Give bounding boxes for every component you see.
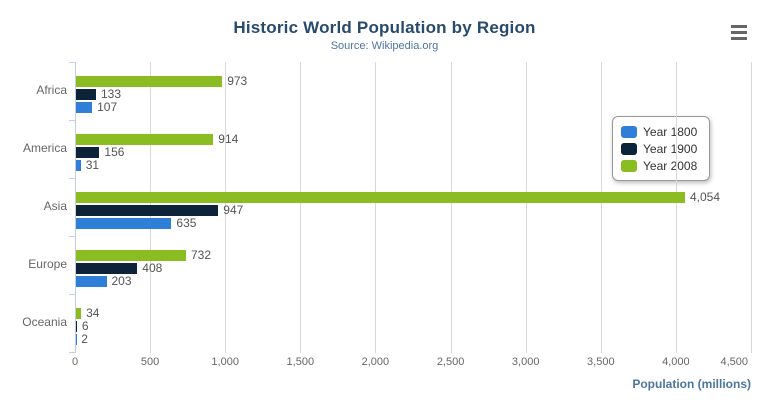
x-tick-label: 0 bbox=[71, 356, 79, 368]
export-menu-button[interactable] bbox=[727, 21, 751, 43]
bar-america-year-2008[interactable] bbox=[76, 134, 214, 145]
x-tick-label: 3,000 bbox=[511, 356, 540, 368]
category-axis-tick bbox=[69, 294, 75, 295]
legend-symbol bbox=[621, 159, 637, 172]
x-tick-label: 2,500 bbox=[436, 356, 465, 368]
category-label: Europe bbox=[28, 257, 67, 271]
category-label: America bbox=[22, 141, 67, 155]
bar-value-label: 31 bbox=[85, 158, 100, 172]
legend-item-year-1900[interactable]: Year 1900 bbox=[621, 140, 697, 157]
bar-africa-year-1900[interactable] bbox=[76, 89, 96, 100]
x-gridline bbox=[450, 62, 452, 353]
bar-value-label: 947 bbox=[223, 203, 244, 217]
bar-value-label: 133 bbox=[101, 87, 122, 101]
x-tick-label: 4,500 bbox=[720, 356, 748, 368]
x-tick-label: 500 bbox=[140, 356, 160, 368]
bar-value-label: 2 bbox=[81, 332, 88, 346]
x-gridline bbox=[675, 62, 677, 353]
legend-item-label: Year 1800 bbox=[643, 124, 698, 139]
legend: Year 1800 Year 1900 Year 2008 bbox=[612, 116, 711, 181]
category-label: Oceania bbox=[22, 315, 67, 329]
category-label: Africa bbox=[36, 83, 67, 97]
bar-asia-year-1800[interactable] bbox=[76, 218, 172, 229]
bar-value-label: 34 bbox=[86, 306, 100, 320]
legend-item-year-2008[interactable]: Year 2008 bbox=[621, 157, 697, 174]
x-tick-label: 3,500 bbox=[587, 356, 615, 368]
bar-value-label: 914 bbox=[218, 132, 239, 146]
x-tick-label: 1,000 bbox=[211, 356, 239, 368]
bar-oceania-year-1900[interactable] bbox=[76, 321, 77, 332]
bar-oceania-year-2008[interactable] bbox=[76, 308, 82, 319]
bar-asia-year-2008[interactable] bbox=[76, 192, 685, 203]
x-gridline bbox=[600, 62, 602, 353]
x-gridline bbox=[751, 62, 752, 353]
chart-subtitle: Source: Wikipedia.org bbox=[330, 40, 439, 52]
hamburger-icon bbox=[731, 30, 747, 34]
x-gridline bbox=[375, 62, 377, 353]
hamburger-icon bbox=[731, 24, 747, 28]
x-tick-label: 4,000 bbox=[662, 356, 690, 368]
bar-europe-year-2008[interactable] bbox=[76, 250, 186, 261]
x-gridline bbox=[300, 62, 302, 353]
category-axis-tick bbox=[69, 236, 75, 237]
x-gridline bbox=[525, 62, 527, 353]
bar-africa-year-1800[interactable] bbox=[76, 102, 93, 113]
legend-item-label: Year 2008 bbox=[643, 158, 698, 173]
x-tick-label: 2,000 bbox=[361, 356, 390, 368]
bar-value-label: 4,054 bbox=[690, 190, 721, 204]
bar-value-label: 6 bbox=[81, 319, 89, 333]
bar-value-label: 107 bbox=[97, 100, 118, 114]
category-axis-tick bbox=[69, 120, 75, 121]
category-axis-tick bbox=[69, 352, 75, 353]
legend-symbol bbox=[621, 142, 637, 155]
chart-title: Historic World Population by Region bbox=[233, 18, 536, 37]
x-axis-title: Population (millions) bbox=[632, 377, 751, 391]
bar-value-label: 732 bbox=[191, 248, 212, 262]
bar-value-label: 156 bbox=[104, 145, 125, 159]
bar-value-label: 408 bbox=[142, 261, 163, 275]
bar-value-label: 635 bbox=[176, 216, 197, 230]
legend-item-year-1800[interactable]: Year 1800 bbox=[621, 123, 697, 140]
legend-item-label: Year 1900 bbox=[643, 141, 698, 156]
bar-america-year-1900[interactable] bbox=[76, 147, 100, 158]
x-gridline bbox=[225, 62, 227, 353]
bar-africa-year-2008[interactable] bbox=[76, 76, 223, 87]
bar-europe-year-1800[interactable] bbox=[76, 276, 107, 287]
bar-value-label: 203 bbox=[111, 274, 132, 288]
bar-america-year-1800[interactable] bbox=[76, 160, 81, 171]
category-axis-tick bbox=[69, 178, 75, 179]
category-axis-line bbox=[75, 62, 76, 353]
hamburger-icon bbox=[731, 36, 747, 40]
legend-symbol bbox=[621, 125, 637, 138]
x-tick-label: 1,500 bbox=[286, 356, 315, 368]
category-axis-tick bbox=[69, 62, 75, 63]
category-label: Asia bbox=[43, 199, 67, 213]
bar-value-label: 973 bbox=[227, 74, 248, 88]
bar-asia-year-1900[interactable] bbox=[76, 205, 219, 216]
bar-europe-year-1900[interactable] bbox=[76, 263, 138, 274]
